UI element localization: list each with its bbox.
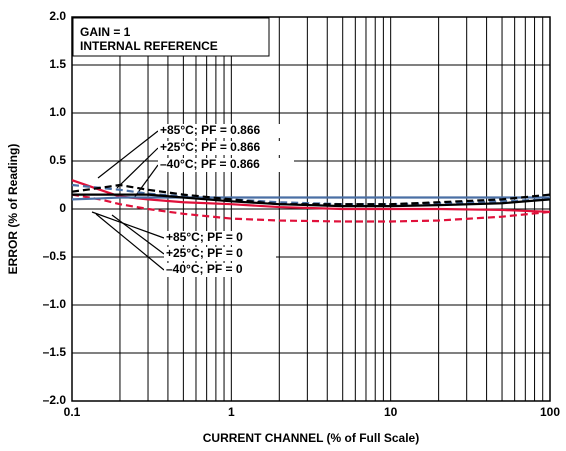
annotation: –40°C; PF = 0.866: [160, 157, 260, 171]
series-line: [71, 183, 551, 206]
y-tick-label: –2.0: [43, 393, 67, 407]
annotation-bg: [158, 124, 294, 138]
plot-frame: [71, 16, 551, 402]
series-line: [71, 196, 550, 201]
x-tick-label: 1: [228, 405, 235, 419]
annotation: GAIN = 1: [80, 25, 131, 39]
annotation-arrow: [97, 130, 159, 179]
series-line: [72, 193, 551, 208]
y-tick-label: 1.0: [49, 105, 66, 119]
annotation-box: [72, 17, 270, 57]
annotation: +25°C; PF = 0.866: [160, 140, 261, 154]
annotation-bg: [164, 247, 276, 261]
annotation: +85°C; PF = 0: [166, 230, 243, 244]
annotation: +25°C; PF = 0: [166, 246, 243, 260]
y-tick-label: –1.0: [43, 297, 67, 311]
y-axis-label: ERROR (% of Reading): [6, 144, 20, 275]
y-tick-label: 2.0: [49, 9, 66, 23]
y-tick-label: 0.5: [49, 153, 66, 167]
annotation-bg: [164, 231, 276, 245]
annotation-arrow: [95, 213, 165, 271]
annotation-arrow: [111, 214, 165, 255]
y-tick-label: –0.5: [43, 249, 67, 263]
annotation-arrow: [116, 147, 159, 189]
annotation-bg: [158, 158, 294, 172]
y-tick-label: –1.5: [43, 345, 67, 359]
x-axis-label: CURRENT CHANNEL (% of Full Scale): [203, 431, 419, 445]
series-line: [71, 193, 551, 223]
annotation-bg: [164, 263, 276, 277]
annotation: +85°C; PF = 0.866: [160, 123, 261, 137]
x-tick-label: 100: [540, 405, 560, 419]
y-tick-label: 1.5: [49, 57, 66, 71]
series-line: [71, 183, 551, 206]
annotation-bg: [158, 141, 294, 155]
x-tick-label: 10: [384, 405, 398, 419]
annotation: INTERNAL REFERENCE: [80, 39, 218, 53]
annotation: –40°C; PF = 0: [166, 262, 243, 276]
annotation-arrow: [91, 211, 165, 239]
x-tick-label: 0.1: [64, 405, 81, 419]
y-tick-label: 0: [59, 201, 66, 215]
